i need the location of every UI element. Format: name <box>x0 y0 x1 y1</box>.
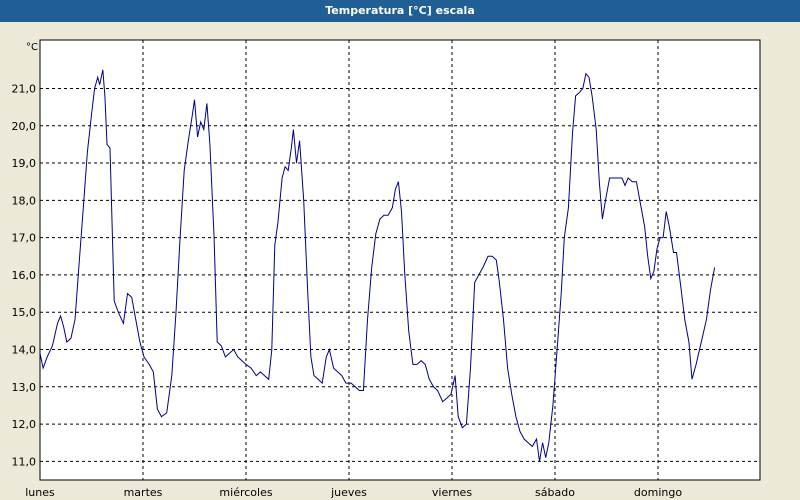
series-line-group <box>39 69 716 462</box>
y-tick-label: 18,0 <box>12 194 37 207</box>
x-tick-weekday: jueves <box>330 486 367 499</box>
y-tick-label: 20,0 <box>12 120 37 133</box>
y-tick-label: 17,0 <box>12 232 37 245</box>
y-tick-label: 14,0 <box>12 343 37 356</box>
x-tick-weekday: viernes <box>432 486 472 499</box>
y-tick-label: 13,0 <box>12 381 37 394</box>
plot-area <box>39 39 761 481</box>
y-tick-label: 19,0 <box>12 157 37 170</box>
x-tick-weekday: domingo <box>634 486 682 499</box>
y-tick-label: 16,0 <box>12 269 37 282</box>
y-tick-label: 11,0 <box>12 455 37 468</box>
y-unit-label: °C <box>26 42 38 53</box>
grid-lines <box>40 40 760 480</box>
x-tick-labels: lunes17/12/18martes18/12/18miércoles19/1… <box>25 486 682 499</box>
temperature-chart: °C 11,0 12,0 13,0 14,0 15,0 16,0 17,0 18,0 19,0 2… <box>12 39 761 499</box>
chart-title: Temperatura [°C] escala <box>0 0 800 22</box>
y-tick-labels: 11,0 12,0 13,0 14,0 15,0 16,0 17,0 18,0 19,0 20,0… <box>12 82 37 468</box>
temperature-series-line <box>39 69 716 462</box>
y-tick-label: 12,0 <box>12 418 37 431</box>
x-tick-weekday: martes <box>124 486 163 499</box>
x-tick-weekday: miércoles <box>219 486 272 499</box>
x-tick-weekday: sábado <box>535 486 575 499</box>
y-tick-label: 21,0 <box>12 82 37 95</box>
x-tick-weekday: lunes <box>25 486 55 499</box>
y-tick-label: 15,0 <box>12 306 37 319</box>
